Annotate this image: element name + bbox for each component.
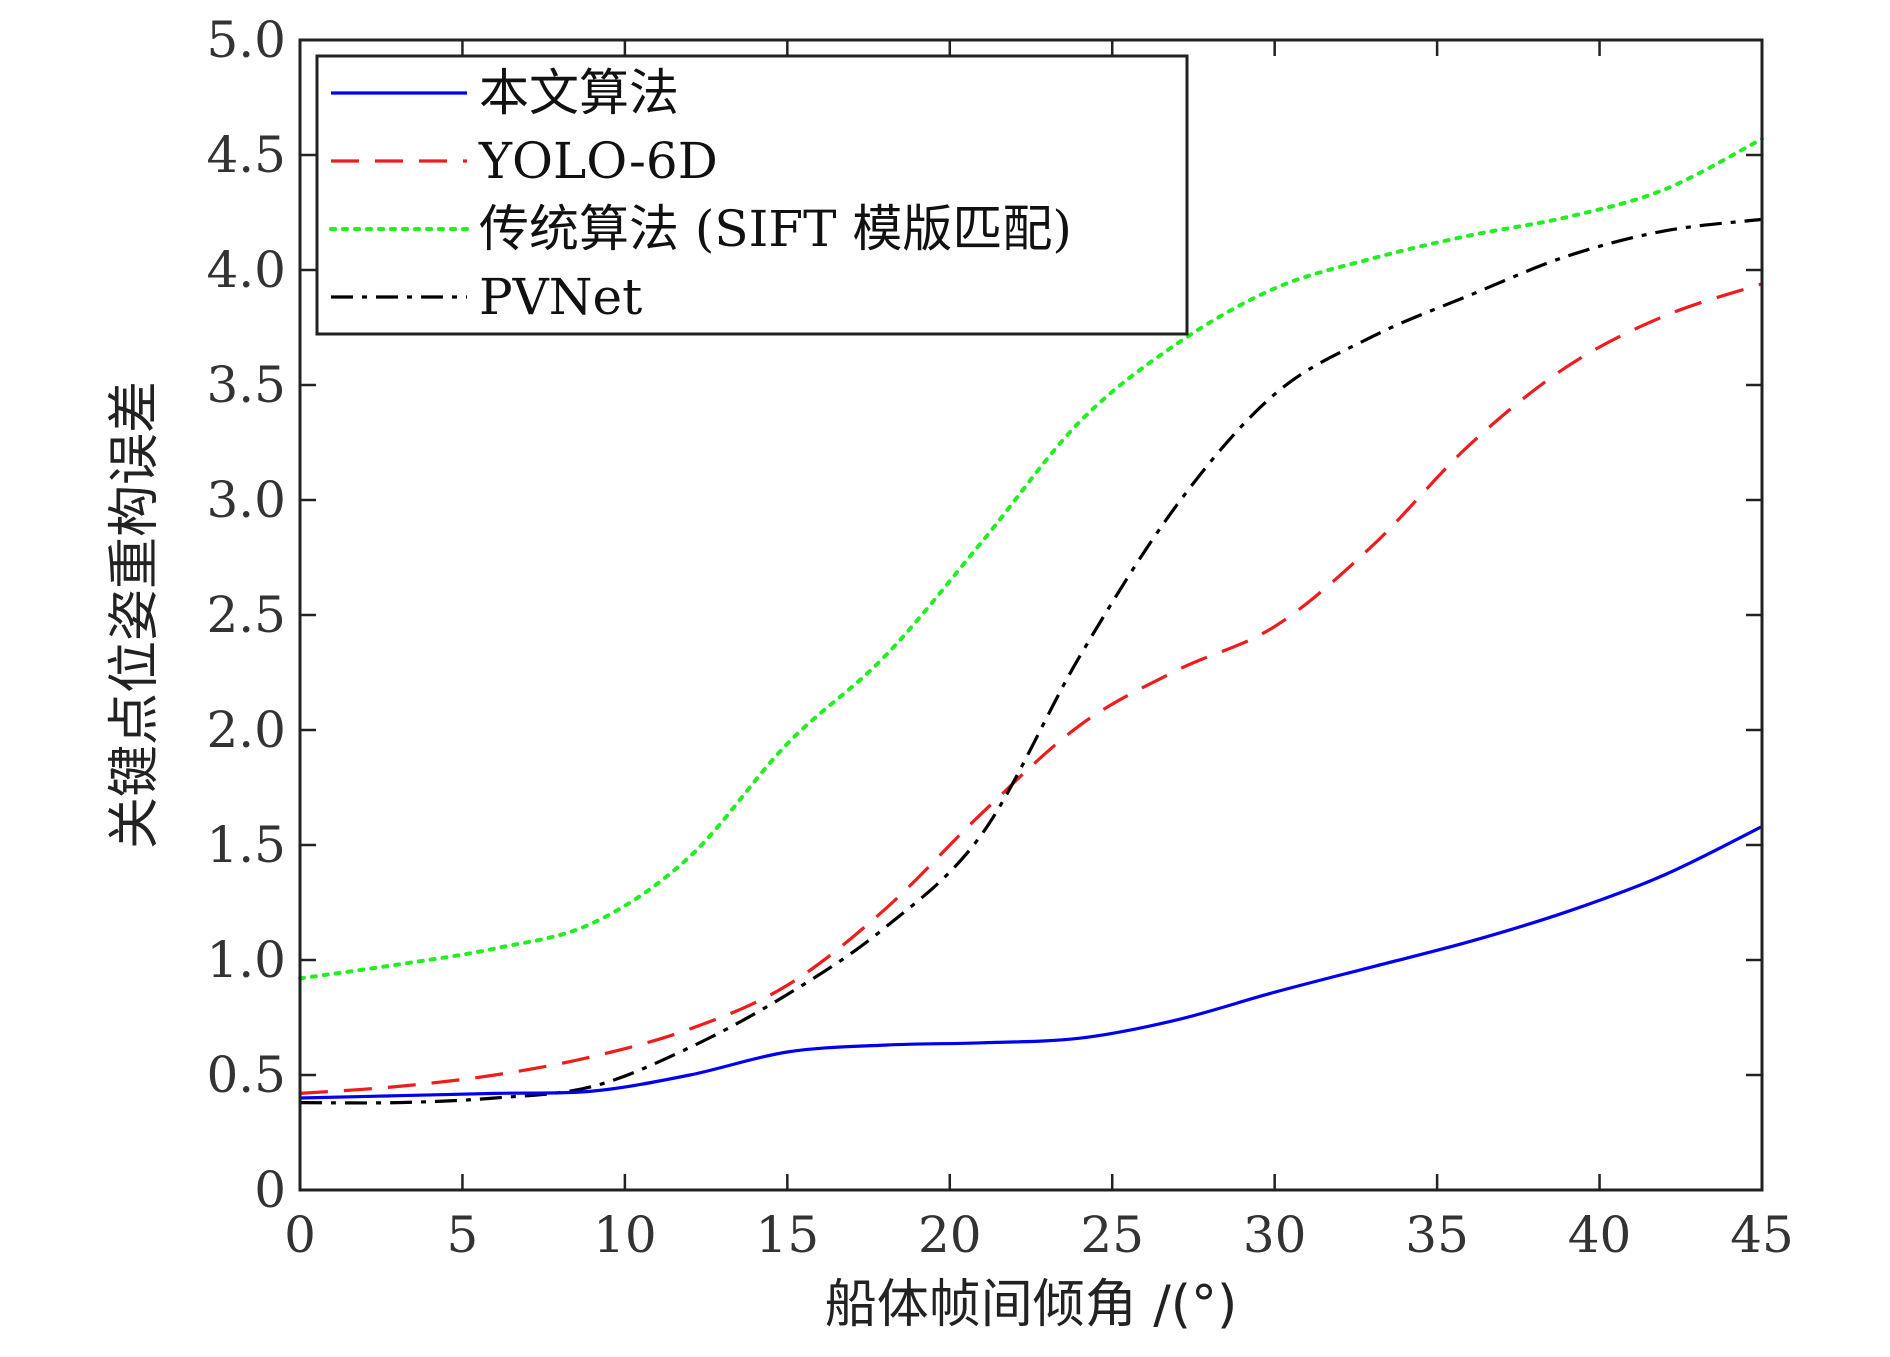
x-tick-label: 40 bbox=[1568, 1206, 1632, 1264]
legend-label: 传统算法 (SIFT 模版匹配) bbox=[479, 200, 1072, 258]
y-tick-label: 1.5 bbox=[206, 816, 286, 874]
y-tick-label: 3.5 bbox=[206, 356, 286, 414]
series-line-1 bbox=[299, 825, 1763, 1100]
y-tick-label: 4.5 bbox=[206, 126, 286, 184]
x-axis-title: 船体帧间倾角 /(°) bbox=[825, 1275, 1238, 1335]
y-tick-label: 5.0 bbox=[206, 11, 286, 69]
axis-ticks bbox=[298, 38, 1764, 1192]
legend-label: YOLO-6D bbox=[478, 132, 718, 190]
series-line-4 bbox=[299, 217, 1763, 1105]
x-tick-label: 45 bbox=[1730, 1206, 1794, 1264]
legend-label: 本文算法 bbox=[479, 64, 679, 122]
x-tick-label: 5 bbox=[447, 1206, 479, 1264]
axis-tick-labels: 0 5 10 15 20 25 30 35 40 45 0 0.5 1.0 1.5 2.0 2.5 3.0 3.5… bbox=[206, 11, 1793, 1264]
x-tick-label: 30 bbox=[1243, 1206, 1307, 1264]
y-tick-label: 2.0 bbox=[206, 701, 286, 759]
y-tick-label: 1.0 bbox=[206, 931, 286, 989]
series-lines bbox=[298, 136, 1764, 1105]
series-line-2 bbox=[299, 282, 1763, 1095]
series-line-3 bbox=[298, 136, 1764, 981]
x-tick-label: 20 bbox=[918, 1206, 982, 1264]
y-axis-title: 关键点位姿重构误差 bbox=[105, 381, 165, 849]
y-tick-label: 0.5 bbox=[206, 1046, 286, 1104]
x-tick-label: 25 bbox=[1080, 1206, 1144, 1264]
y-tick-label: 0 bbox=[254, 1161, 286, 1219]
y-tick-label: 2.5 bbox=[206, 586, 286, 644]
x-tick-label: 10 bbox=[593, 1206, 657, 1264]
y-tick-label: 4.0 bbox=[206, 241, 286, 299]
x-tick-label: 0 bbox=[284, 1206, 316, 1264]
x-tick-label: 15 bbox=[756, 1206, 820, 1264]
legend: 本文算法 YOLO-6D 传统算法 (SIFT 模版匹配) PVNet bbox=[315, 54, 1189, 336]
legend-box bbox=[315, 54, 1189, 336]
x-tick-label: 35 bbox=[1405, 1206, 1469, 1264]
legend-label: PVNet bbox=[479, 268, 642, 326]
y-tick-label: 3.0 bbox=[206, 471, 286, 529]
